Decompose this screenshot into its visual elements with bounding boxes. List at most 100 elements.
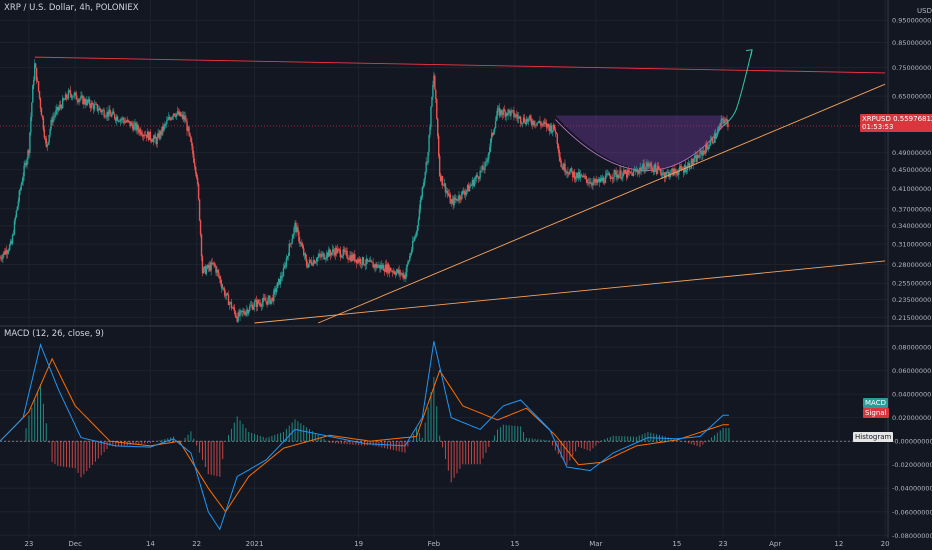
candle-down	[305, 258, 308, 266]
candle-up	[690, 159, 693, 169]
candle-up	[551, 130, 554, 133]
candle-down	[84, 98, 86, 104]
candle-up	[601, 177, 604, 181]
candle-up	[334, 248, 337, 256]
candle-up	[414, 235, 417, 238]
candle-down	[697, 155, 699, 158]
candle-down	[624, 170, 626, 174]
candle-up	[93, 104, 96, 110]
candle-up	[522, 117, 525, 123]
candle-down	[260, 305, 262, 307]
candle-up	[248, 310, 250, 314]
candle-up	[8, 244, 11, 251]
candle-up	[671, 168, 673, 171]
candle-up	[277, 279, 280, 283]
candle-up	[597, 180, 599, 183]
candle-up	[212, 262, 214, 265]
candle-down	[169, 118, 172, 120]
candle-up	[621, 177, 623, 179]
candle-down	[558, 149, 560, 157]
candle-up	[47, 141, 49, 145]
candle-up	[175, 113, 178, 117]
price-tick-label: 0.45000000	[892, 166, 931, 174]
candle-up	[692, 161, 694, 165]
candle-up	[250, 304, 253, 306]
candle-down	[140, 129, 142, 135]
candle-down	[550, 125, 553, 133]
candle-down	[576, 172, 579, 178]
candle-down	[182, 114, 184, 120]
candle-up	[27, 150, 29, 160]
candle-up	[108, 109, 110, 117]
candle-down	[360, 264, 363, 265]
candle-up	[644, 170, 646, 172]
x-tick-label: 2021	[246, 540, 264, 548]
candle-up	[666, 172, 668, 173]
candle-down	[128, 120, 130, 122]
support-line-long	[254, 260, 886, 324]
x-tick-label: 22	[192, 540, 201, 548]
candle-down	[185, 119, 187, 122]
candle-up	[365, 258, 368, 265]
candle-up	[468, 186, 471, 192]
candle-up	[117, 120, 120, 122]
candle-down	[472, 180, 475, 186]
candle-down	[190, 136, 192, 142]
candle-up	[166, 120, 168, 124]
candle-down	[676, 171, 678, 175]
candle-down	[393, 271, 396, 274]
candle-up	[24, 163, 26, 166]
price-tag-value: XRPUSD 0.55976812	[862, 115, 932, 123]
candle-up	[707, 146, 710, 150]
candle-up	[484, 162, 486, 170]
candle-up	[662, 172, 665, 174]
candle-down	[109, 109, 111, 114]
grid-lines	[0, 0, 888, 538]
candle-up	[661, 173, 664, 176]
candle-down	[504, 111, 506, 117]
candle-down	[585, 176, 587, 180]
candle-down	[87, 99, 89, 103]
candle-down	[391, 270, 394, 273]
candle-down	[247, 309, 249, 314]
candle-up	[395, 271, 397, 275]
candle-down	[603, 182, 606, 184]
candle-up	[458, 195, 460, 201]
candle-up	[478, 178, 480, 179]
candle-up	[291, 238, 293, 244]
candle-up	[465, 190, 468, 193]
candle-up	[679, 166, 681, 171]
candle-up	[433, 75, 435, 85]
candle-up	[355, 259, 357, 262]
candle-up	[511, 110, 513, 111]
candle-up	[178, 111, 181, 115]
candle-down	[91, 102, 94, 105]
candle-up	[646, 163, 648, 167]
candle-up	[331, 249, 334, 253]
candle-up	[165, 123, 167, 125]
price-tick-label: 0.95000000	[892, 17, 931, 25]
candle-up	[598, 178, 600, 181]
candle-down	[524, 122, 527, 125]
x-tick-label: Apr	[769, 540, 781, 548]
candle-down	[264, 298, 266, 302]
candle-up	[696, 155, 698, 163]
candle-down	[594, 179, 596, 183]
macd-tick-label: 0.08000000	[892, 344, 931, 352]
candle-up	[279, 275, 282, 285]
candle-down	[340, 256, 343, 258]
candle-up	[176, 111, 179, 114]
candle-up	[423, 178, 425, 186]
candle-down	[540, 123, 542, 126]
price-tick-label: 0.37000000	[892, 205, 931, 213]
candle-up	[130, 122, 132, 127]
candle-up	[724, 121, 726, 124]
candle-up	[12, 234, 15, 236]
candle-down	[44, 137, 47, 139]
candle-down	[66, 98, 69, 99]
candle-up	[491, 133, 493, 139]
candle-up	[357, 259, 359, 264]
candle-down	[703, 150, 705, 152]
candle-down	[562, 166, 564, 170]
